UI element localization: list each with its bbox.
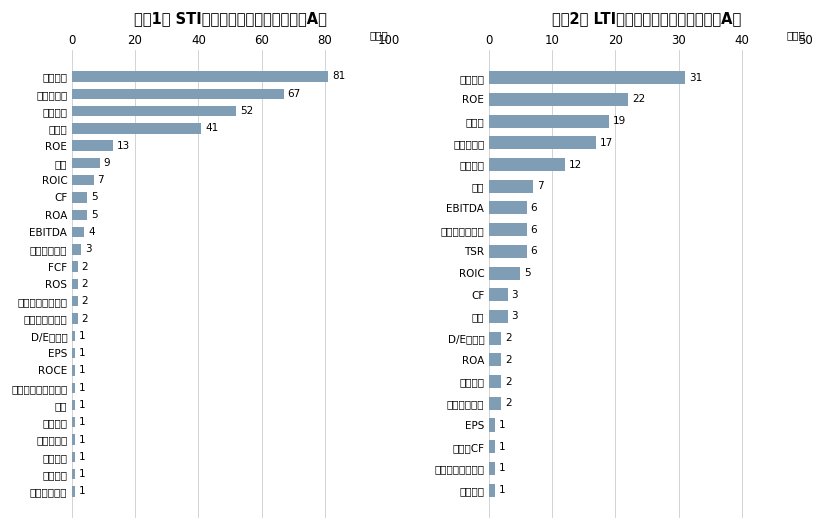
Text: 81: 81	[332, 71, 345, 81]
Text: 9: 9	[104, 158, 110, 168]
Bar	[489, 267, 520, 280]
Bar	[489, 484, 495, 497]
Bar	[72, 193, 87, 203]
Bar	[489, 115, 609, 127]
Text: 13: 13	[116, 141, 130, 151]
Text: 2: 2	[505, 377, 512, 387]
Text: 1: 1	[499, 420, 505, 430]
Bar	[72, 417, 75, 427]
Text: 31: 31	[689, 73, 702, 83]
Text: 2: 2	[82, 279, 88, 289]
Text: 19: 19	[613, 116, 626, 126]
Text: 6: 6	[531, 247, 537, 257]
Text: 1: 1	[78, 331, 85, 341]
Text: 3: 3	[512, 290, 518, 300]
Title: 『図1』 STIに連動させる指標（企業群A）: 『図1』 STIに連動させる指標（企業群A）	[133, 11, 326, 26]
Text: 17: 17	[600, 138, 613, 148]
Bar	[72, 382, 75, 393]
Bar	[489, 93, 628, 106]
Bar	[72, 261, 77, 272]
Text: 7: 7	[97, 175, 104, 185]
Bar	[72, 469, 75, 479]
Text: 2: 2	[82, 314, 88, 324]
Text: 41: 41	[205, 123, 218, 133]
Text: 1: 1	[78, 366, 85, 376]
Bar	[72, 279, 77, 289]
Text: 67: 67	[288, 89, 301, 99]
Bar	[489, 71, 685, 84]
Bar	[489, 332, 501, 345]
Bar	[489, 462, 495, 475]
Text: 52: 52	[240, 106, 254, 116]
Bar	[72, 348, 75, 358]
Text: 7: 7	[536, 181, 543, 191]
Bar	[72, 88, 284, 99]
Bar	[489, 136, 597, 149]
Text: 1: 1	[78, 434, 85, 444]
Text: 1: 1	[78, 348, 85, 358]
Bar	[72, 365, 75, 376]
Bar	[72, 209, 87, 220]
Text: 2: 2	[505, 333, 512, 343]
Text: 1: 1	[78, 400, 85, 410]
Bar	[489, 310, 508, 323]
Bar	[72, 106, 236, 116]
Bar	[72, 452, 75, 462]
Bar	[72, 486, 75, 497]
Bar	[72, 71, 328, 81]
Bar	[72, 313, 77, 324]
Text: 3: 3	[512, 312, 518, 322]
Bar	[72, 244, 81, 254]
Text: 2: 2	[505, 398, 512, 408]
Text: 5: 5	[91, 193, 98, 203]
Text: 1: 1	[78, 469, 85, 479]
Text: 1: 1	[499, 485, 505, 495]
Bar	[72, 434, 75, 445]
Text: 1: 1	[78, 382, 85, 393]
Bar	[489, 418, 495, 432]
Bar	[489, 245, 527, 258]
Text: 2: 2	[82, 296, 88, 306]
Text: 12: 12	[569, 160, 582, 170]
Bar	[489, 288, 508, 302]
Text: 1: 1	[78, 487, 85, 496]
Bar	[72, 123, 202, 133]
Text: 5: 5	[524, 268, 531, 278]
Bar	[489, 397, 501, 410]
Text: 6: 6	[531, 203, 537, 213]
Text: 1: 1	[499, 442, 505, 452]
Bar	[489, 158, 564, 171]
Bar	[489, 440, 495, 453]
Text: （社）: （社）	[370, 31, 388, 41]
Text: 1: 1	[78, 452, 85, 462]
Text: 6: 6	[531, 225, 537, 235]
Bar	[72, 175, 94, 185]
Bar	[489, 180, 533, 193]
Text: 2: 2	[505, 355, 512, 365]
Bar	[489, 353, 501, 367]
Text: 1: 1	[78, 417, 85, 427]
Text: 3: 3	[85, 244, 91, 254]
Bar	[489, 202, 527, 214]
Bar	[72, 296, 77, 306]
Text: 2: 2	[82, 262, 88, 272]
Bar	[489, 375, 501, 388]
Text: 1: 1	[499, 463, 505, 473]
Bar	[72, 400, 75, 410]
Text: 4: 4	[88, 227, 95, 237]
Bar	[72, 158, 100, 168]
Title: 『図2』 LTIに連動させる指標（企業群A）: 『図2』 LTIに連動させる指標（企業群A）	[552, 11, 742, 26]
Bar	[489, 223, 527, 236]
Bar	[72, 140, 113, 151]
Text: 22: 22	[632, 95, 645, 105]
Bar	[72, 331, 75, 341]
Text: 5: 5	[91, 210, 98, 220]
Text: （社）: （社）	[787, 31, 806, 41]
Bar	[72, 227, 84, 238]
